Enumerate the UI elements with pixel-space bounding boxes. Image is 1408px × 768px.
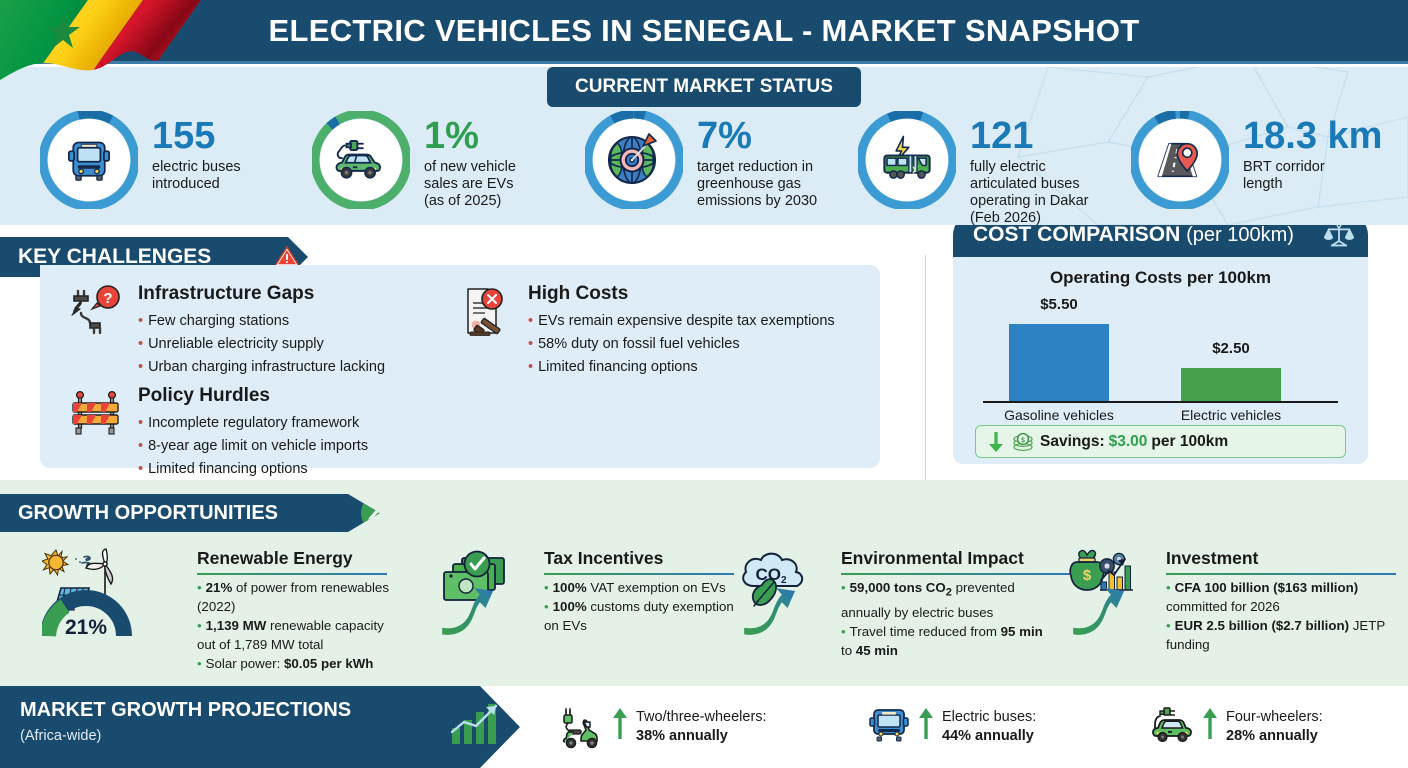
svg-text:21%: 21%: [65, 616, 107, 639]
svg-text:$: $: [1083, 567, 1092, 584]
svg-text:$: $: [1021, 437, 1025, 444]
svg-text:?: ?: [103, 290, 112, 307]
